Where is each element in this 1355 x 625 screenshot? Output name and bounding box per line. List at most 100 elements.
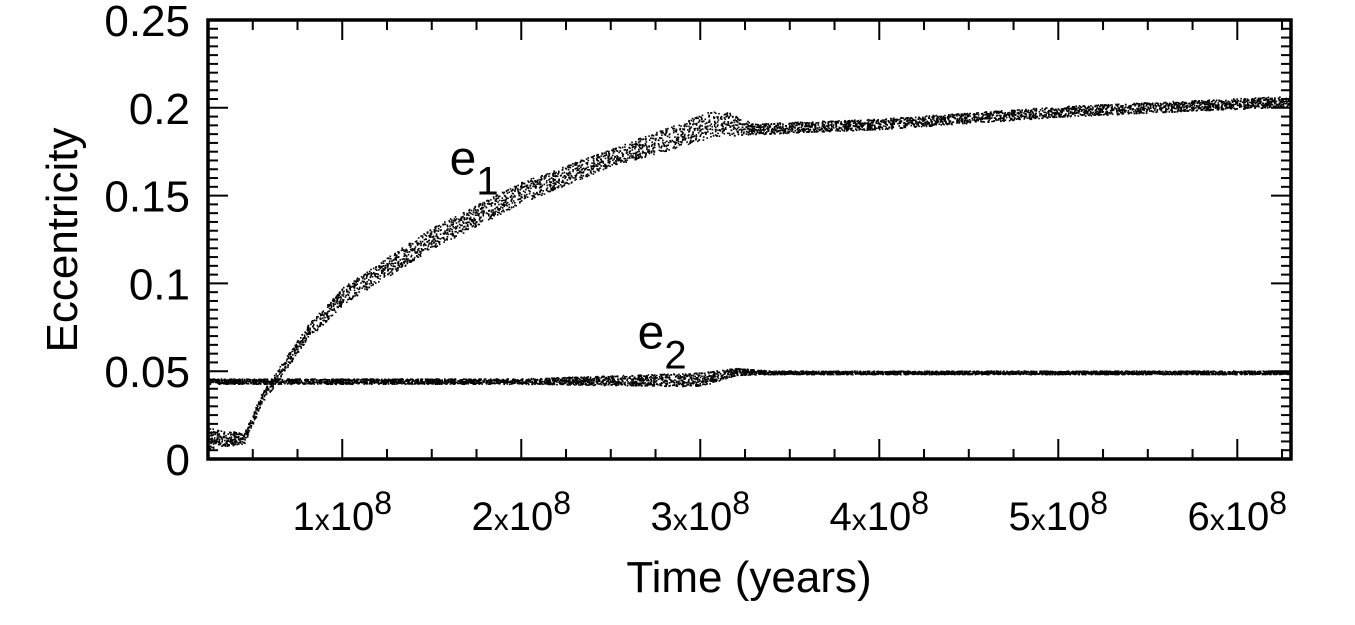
data-point xyxy=(861,128,864,131)
data-point xyxy=(1259,101,1262,104)
data-point xyxy=(1286,105,1288,108)
data-point xyxy=(1201,100,1203,102)
data-point xyxy=(1034,109,1036,112)
data-point xyxy=(1218,100,1221,102)
data-point xyxy=(1065,107,1068,109)
data-point xyxy=(1272,105,1275,107)
data-point xyxy=(1261,97,1263,99)
data-point xyxy=(501,210,503,213)
data-point xyxy=(379,275,382,277)
data-point xyxy=(293,348,296,351)
data-point xyxy=(403,258,406,261)
data-point xyxy=(473,209,475,212)
data-point xyxy=(820,127,823,129)
data-point xyxy=(707,125,709,128)
data-point xyxy=(292,354,294,356)
data-point xyxy=(1283,102,1285,104)
data-point xyxy=(1287,104,1289,106)
data-point xyxy=(462,232,465,234)
data-point xyxy=(243,441,245,444)
data-point xyxy=(428,236,431,238)
data-point xyxy=(718,112,720,115)
data-point xyxy=(481,207,483,209)
data-point xyxy=(784,132,787,134)
data-point xyxy=(476,214,478,216)
data-point xyxy=(544,177,547,179)
data-point xyxy=(956,113,958,116)
data-point xyxy=(225,441,227,444)
data-point xyxy=(812,121,814,123)
data-point xyxy=(1123,107,1126,109)
data-point xyxy=(770,123,773,126)
data-point xyxy=(716,121,719,123)
data-point xyxy=(1279,100,1282,103)
data-point xyxy=(389,274,392,276)
data-point xyxy=(531,198,533,200)
data-point xyxy=(504,201,506,203)
data-point xyxy=(379,265,381,268)
data-point xyxy=(916,123,918,125)
data-point xyxy=(518,191,520,194)
data-point xyxy=(869,128,871,130)
data-point xyxy=(700,128,702,131)
data-point xyxy=(214,433,217,436)
data-point xyxy=(1001,119,1004,122)
data-point xyxy=(1033,117,1035,119)
data-point xyxy=(1129,105,1131,107)
data-point xyxy=(1252,103,1255,106)
data-point xyxy=(1019,115,1021,117)
data-point xyxy=(861,124,863,127)
data-point xyxy=(1273,100,1275,102)
data-point xyxy=(517,198,519,201)
data-point xyxy=(774,125,777,127)
data-point xyxy=(371,276,374,278)
data-point xyxy=(987,117,989,120)
data-point xyxy=(446,237,448,240)
data-point xyxy=(959,116,962,119)
data-point xyxy=(998,114,1000,117)
data-point xyxy=(888,126,890,129)
data-point xyxy=(955,114,957,116)
data-point xyxy=(1192,101,1194,103)
data-point xyxy=(308,331,310,334)
data-point xyxy=(1182,101,1184,103)
data-point xyxy=(397,252,400,255)
data-point xyxy=(1139,108,1141,110)
data-point xyxy=(1083,111,1086,113)
data-point xyxy=(365,282,367,284)
data-point xyxy=(695,138,697,141)
data-point xyxy=(1155,102,1158,104)
data-point xyxy=(1257,104,1260,106)
data-point xyxy=(815,122,817,124)
data-point xyxy=(352,285,354,288)
data-point xyxy=(487,202,490,205)
data-point xyxy=(233,431,235,433)
data-point xyxy=(482,209,485,212)
data-point xyxy=(1028,117,1030,120)
data-point xyxy=(1141,103,1143,105)
data-point xyxy=(479,217,481,220)
data-point xyxy=(651,143,654,146)
data-point xyxy=(339,291,341,293)
data-point xyxy=(370,274,372,277)
data-point xyxy=(468,214,470,217)
data-point xyxy=(506,201,509,204)
data-point xyxy=(1021,111,1023,113)
data-point xyxy=(752,132,755,135)
data-point xyxy=(636,143,639,146)
data-point xyxy=(843,127,846,129)
data-point xyxy=(701,125,703,127)
data-point xyxy=(1134,104,1136,107)
data-point xyxy=(1066,110,1068,112)
data-point xyxy=(1231,100,1234,103)
data-point xyxy=(445,229,448,231)
data-point xyxy=(477,209,479,212)
data-point xyxy=(899,120,902,123)
data-point xyxy=(786,132,788,135)
data-point xyxy=(981,118,984,121)
data-point xyxy=(296,345,299,347)
data-point xyxy=(932,123,935,126)
data-point xyxy=(1110,111,1113,114)
data-point xyxy=(618,146,621,148)
data-point xyxy=(872,124,875,127)
